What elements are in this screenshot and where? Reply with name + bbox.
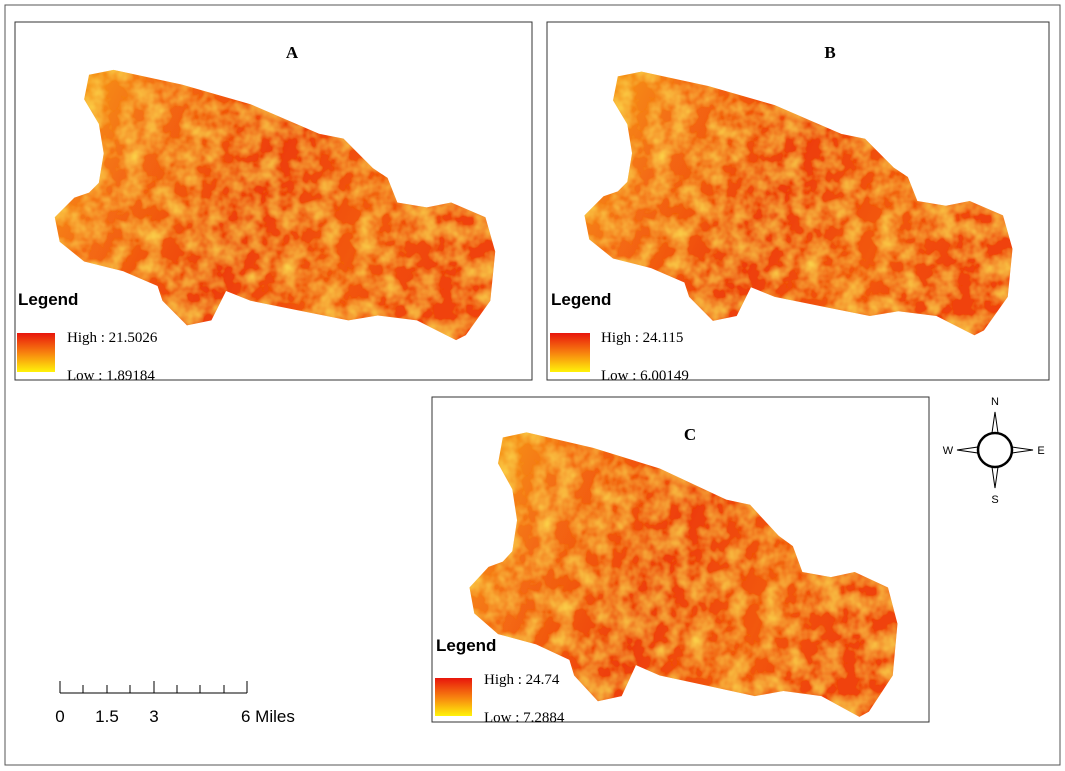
scale-label: 3 (149, 707, 158, 726)
panel-title: A (286, 43, 299, 62)
panel: C Legend High : 24.74 Low : 7.2884 (431, 396, 930, 726)
scale-bar (59, 681, 248, 694)
legend-high: High : 21.5026 (67, 330, 158, 346)
compass-ring (976, 431, 1014, 469)
legend-high: High : 24.74 (484, 672, 560, 688)
compass-e: E (1037, 445, 1044, 457)
legend-low: Low : 1.89184 (67, 368, 155, 384)
legend-ramp (17, 333, 55, 372)
legend-title: Legend (18, 290, 78, 309)
north-arrow (956, 411, 1034, 489)
scale-label: 6 Miles (241, 707, 295, 726)
page-frame (4, 4, 1061, 766)
panel: A Legend High : 21.5026 Low : 1.89184 (14, 21, 533, 384)
panel-title: C (684, 425, 696, 444)
scale-label: 1.5 (95, 707, 119, 726)
legend-high: High : 24.115 (601, 330, 683, 346)
compass-n: N (991, 396, 999, 408)
compass-w: W (943, 445, 954, 457)
legend-ramp (435, 678, 472, 716)
legend-title: Legend (436, 636, 496, 655)
compass-s: S (991, 494, 998, 506)
panel: B Legend High : 24.115 Low : 6.00149 (546, 21, 1050, 384)
scale-label: 0 (55, 707, 64, 726)
legend-low: Low : 6.00149 (601, 368, 689, 384)
panel-title: B (824, 43, 835, 62)
legend-title: Legend (551, 290, 611, 309)
legend-low: Low : 7.2884 (484, 710, 565, 726)
legend-ramp (550, 333, 590, 372)
